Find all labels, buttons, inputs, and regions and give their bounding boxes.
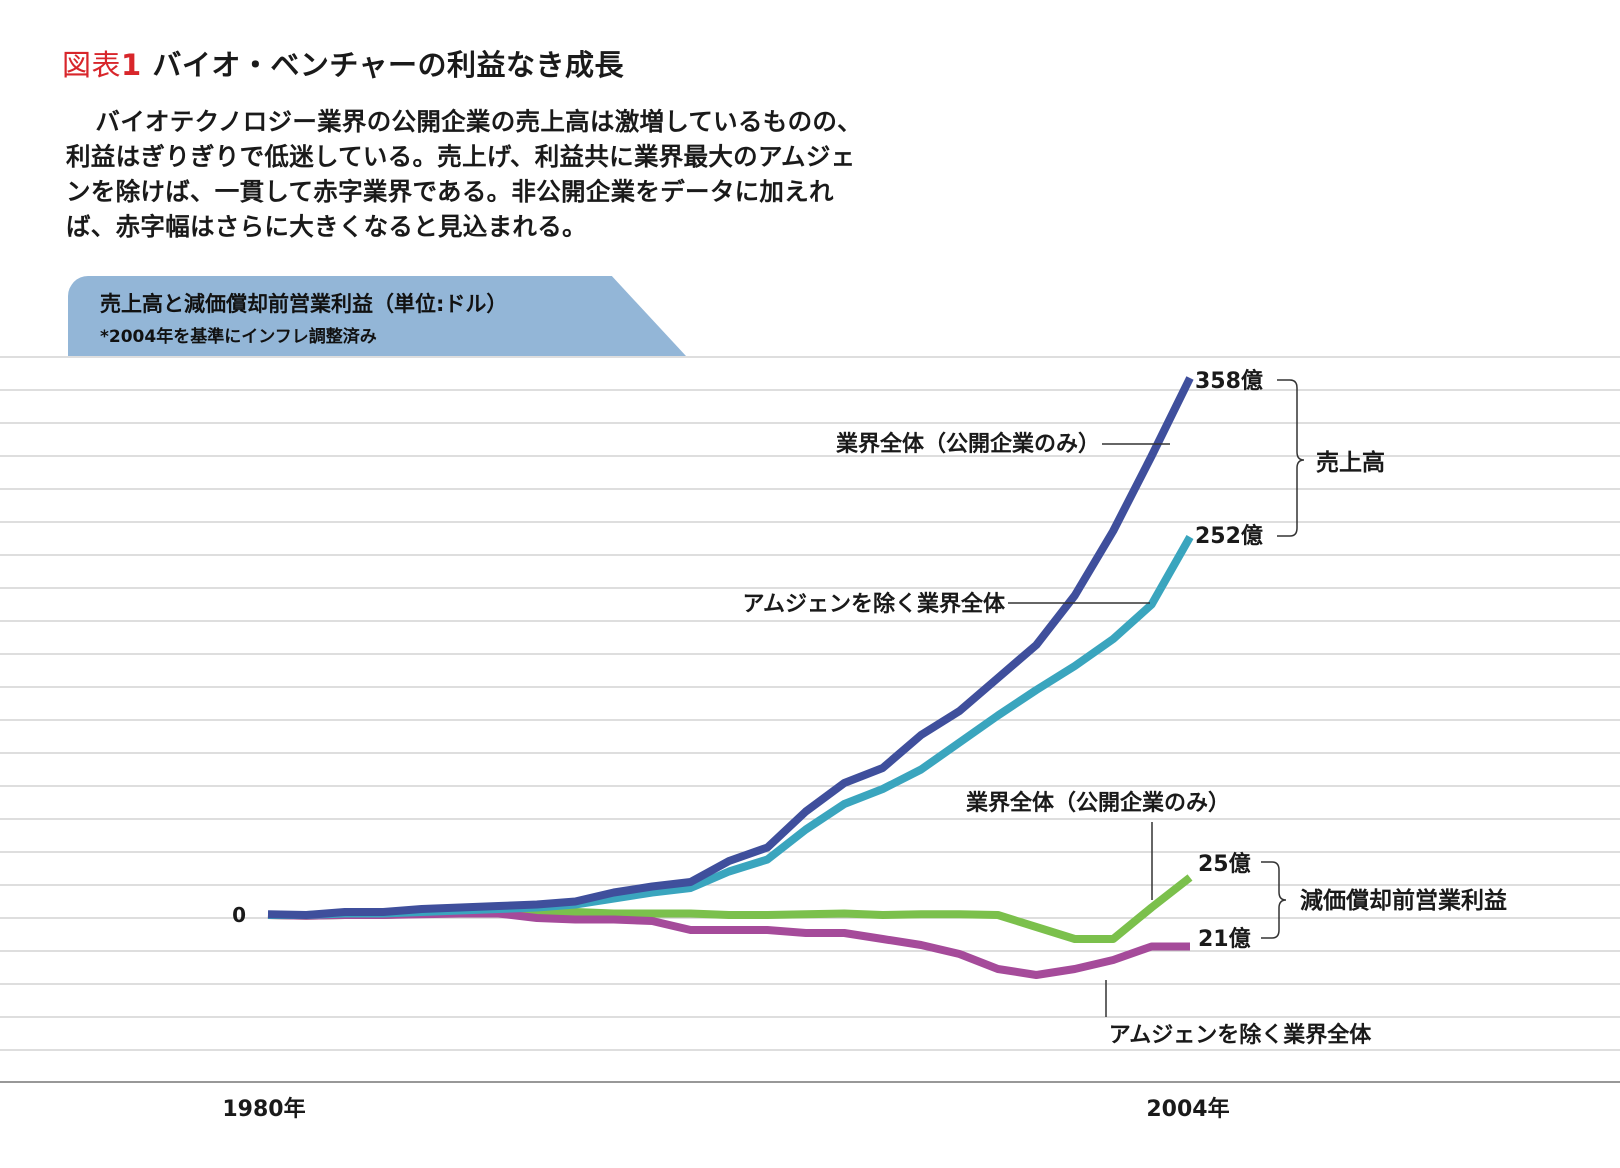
series-line-1: [267, 376, 1194, 919]
group-label-revenue: 売上高: [1316, 449, 1385, 476]
x-tick-label: 2004年: [1146, 1096, 1229, 1122]
end-value-label: 25億: [1198, 851, 1251, 877]
annotation-label: アムジェンを除く業界全体: [743, 591, 1006, 617]
bracket-profit: [1261, 861, 1287, 939]
series-layer: [267, 376, 1194, 979]
figure-title-text: バイオ・ベンチャーの利益なき成長: [152, 48, 625, 82]
end-value-label: 252億: [1195, 523, 1263, 549]
figure-description: バイオテクノロジー業界の公開企業の売上高は激増しているものの、利益はぎりぎりで低…: [66, 107, 862, 241]
chart-subtitle: *2004年を基準にインフレ調整済み: [100, 327, 377, 347]
chart-header-tab: [68, 276, 686, 356]
bracket-revenue: [1277, 379, 1305, 537]
figure-title: 図表1 バイオ・ベンチャーの利益なき成長: [62, 42, 624, 84]
annotation-label: アムジェンを除く業界全体: [1109, 1022, 1372, 1048]
annotation-label: 業界全体（公開企業のみ）: [836, 431, 1100, 457]
zero-label: 0: [232, 903, 246, 927]
chart-title: 売上高と減価償却前営業利益（単位:ドル）: [100, 292, 508, 316]
group-label-profit: 減価償却前営業利益: [1300, 887, 1507, 914]
series-line-4: [267, 909, 1190, 979]
figure-label: 図表1: [62, 48, 142, 82]
end-value-label: 21億: [1198, 926, 1251, 952]
end-value-label: 358億: [1195, 368, 1263, 394]
x-tick-label: 1980年: [222, 1096, 305, 1122]
annotation-label: 業界全体（公開企業のみ）: [966, 790, 1230, 816]
